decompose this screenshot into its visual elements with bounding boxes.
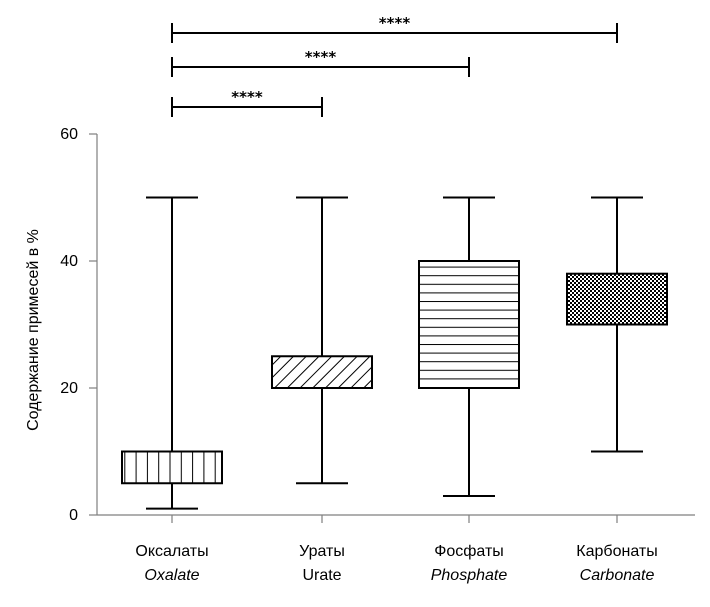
y-tick-label: 0 — [69, 507, 78, 524]
x-category-label-en: Phosphate — [431, 567, 508, 584]
x-category-label: Оксалаты — [135, 543, 208, 560]
significance-bracket: **** — [171, 14, 618, 43]
y-tick-label: 40 — [60, 253, 78, 270]
x-axis-categories: Оксалаты Oxalate Ураты Urate Фосфаты Phosphat… — [135, 515, 658, 584]
x-category-label: Ураты — [299, 543, 345, 560]
box-series — [121, 196, 668, 510]
y-axis-ticks: 0 20 40 60 — [60, 126, 97, 524]
significance-label: **** — [379, 14, 411, 32]
x-category-label: Карбонаты — [576, 543, 657, 560]
significance-label: **** — [231, 88, 263, 106]
significance-bracket: **** — [171, 88, 323, 117]
y-tick-label: 60 — [60, 126, 78, 143]
significance-bracket: **** — [171, 48, 470, 77]
box-1 — [121, 196, 223, 510]
box-2 — [271, 196, 373, 485]
x-category-label-en: Oxalate — [144, 567, 199, 584]
box-4 — [566, 196, 668, 453]
box-rect — [121, 450, 223, 485]
significance-brackets: **** **** **** — [171, 14, 618, 117]
y-axis-label: Содержание примесей в % — [25, 229, 42, 431]
box-rect — [418, 260, 520, 389]
box-rect — [566, 272, 668, 326]
x-category-label: Фосфаты — [434, 543, 504, 560]
significance-label: **** — [305, 48, 337, 66]
box-3 — [418, 196, 520, 497]
y-tick-label: 20 — [60, 380, 78, 397]
x-category-label-en: Urate — [302, 567, 341, 584]
box-rect — [271, 355, 373, 389]
x-category-label-en: Carbonate — [580, 567, 655, 584]
